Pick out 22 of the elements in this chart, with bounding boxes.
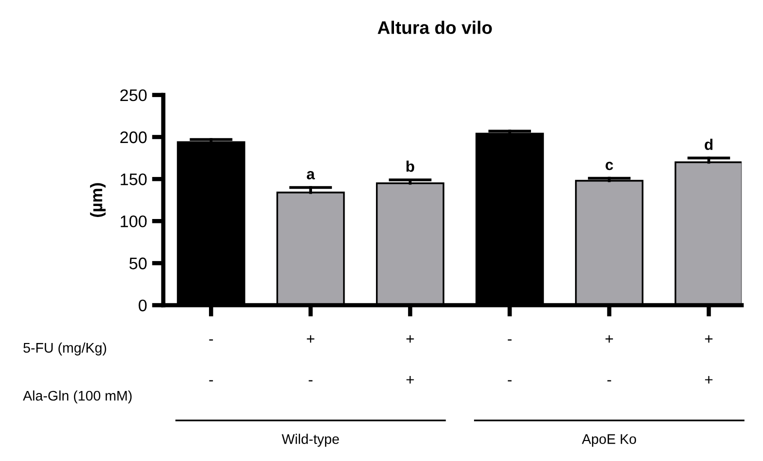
y-tick-label: 100 [120,215,147,228]
data-label: c [606,162,614,170]
category-label: + - [306,335,314,382]
text: Ala-Gln (100 mM) [22,390,132,404]
y-axis-title: (µm) [90,183,106,218]
y-tick-label: 250 [120,89,147,102]
category-label: - - [209,339,213,382]
category-label: + - [606,335,613,382]
data-label: d [704,138,712,150]
y-tick-label: 0 [138,300,147,312]
y-tick-label: 200 [120,131,147,144]
text: 5-FU (mg/Kg) [23,342,106,356]
text: ApoE Ko [582,434,636,447]
y-tick-label: 150 [120,173,147,186]
data-label: a [306,171,315,180]
category-label: + + [705,335,712,384]
y-tick-label: 50 [129,258,147,270]
category-label: - - [508,339,512,382]
text: Wild-type [282,434,339,447]
category-label: + + [406,335,414,384]
data-label: b [406,160,414,172]
chart-title: Altura do vilo [378,20,492,34]
